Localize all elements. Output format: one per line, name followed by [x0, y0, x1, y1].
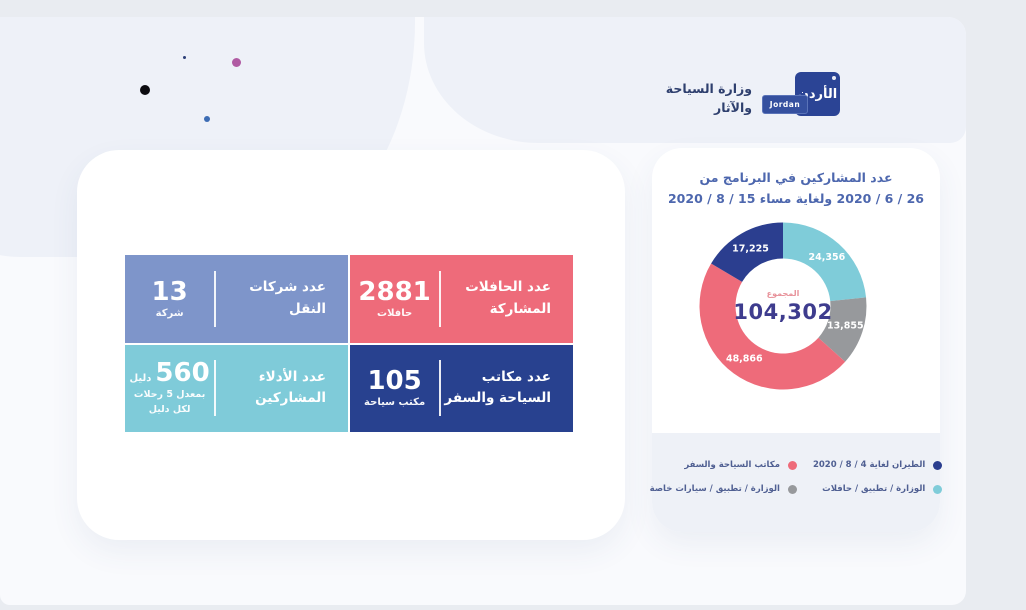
- stat-label: عدد الأدلاء المشاركين: [216, 345, 348, 433]
- donut-slice-label: 48,866: [726, 353, 763, 364]
- decorative-dot-black: [140, 85, 150, 95]
- chart-legend: الطيران لغاية 4 / 8 / 2020 الوزارة / تطب…: [650, 433, 943, 532]
- stat-value-block: 560 دليل بمعدل 5 رحلات لكل دليل: [125, 345, 214, 433]
- legend-dot: [933, 460, 943, 470]
- stat-label-line1: عدد مكاتب: [481, 368, 551, 385]
- legend-label: مكاتب السياحة والسفر: [684, 460, 780, 470]
- stat-number: 105: [367, 366, 422, 397]
- stat-value-block: 13 شركة: [125, 255, 214, 343]
- stat-card-transport-companies: 13 شركة عدد شركات النقل: [125, 255, 348, 343]
- chart-title-line1: عدد المشاركين في البرنامج من: [699, 170, 893, 185]
- legend-item-ministry-app-buses: الوزارة / تطبيق / حافلات: [813, 484, 943, 494]
- donut-chart-area: 24,356 13,855 48,866 17,225 المجموع 104,302: [668, 191, 898, 421]
- stat-unit: شركة: [155, 307, 184, 319]
- legend-item-travel-offices: مكاتب السياحة والسفر: [650, 460, 797, 470]
- stats-panel: 13 شركة عدد شركات النقل 2881 حافلات عدد …: [77, 150, 625, 540]
- legend-dot: [787, 460, 797, 470]
- stat-label-line1: عدد شركات: [249, 279, 326, 296]
- header-band: [424, 17, 966, 143]
- donut-slice: [711, 222, 783, 282]
- stat-label-line2: النقل: [289, 300, 326, 317]
- donut-slice: [818, 297, 867, 362]
- stat-unit: مكتب سياحة: [364, 397, 426, 409]
- stat-number: 560: [155, 357, 210, 388]
- stat-number-with-unit: 560 دليل: [129, 357, 210, 388]
- legend-item-ministry-app-private-cars: الوزارة / تطبيق / سيارات خاصة: [650, 484, 797, 494]
- stat-divider: [214, 270, 217, 327]
- decorative-dot-purple: [232, 58, 241, 67]
- stat-number: 13: [151, 276, 188, 307]
- page-background: وزارة السياحة والآثار الأردن Jordan 13 ش…: [0, 17, 966, 605]
- stat-card-travel-offices: 105 مكتب سياحة عدد مكاتب السياحة والسفر: [350, 344, 573, 433]
- stats-grid: 13 شركة عدد شركات النقل 2881 حافلات عدد …: [125, 255, 573, 432]
- stat-label-line2: السياحة والسفر: [444, 390, 551, 407]
- chart-title: عدد المشاركين في البرنامج من 26 / 6 / 20…: [652, 167, 940, 210]
- stat-divider: [439, 270, 442, 327]
- legend-dot: [787, 484, 797, 494]
- logo-registered-dot: [832, 76, 836, 80]
- stat-note-line2: لكل دليل: [148, 403, 191, 415]
- stat-unit: حافلات: [377, 307, 413, 319]
- stat-label-line2: المشاركة: [489, 300, 551, 317]
- stat-divider: [214, 360, 217, 417]
- stat-label-line1: عدد الحافلات: [465, 279, 551, 296]
- stat-label: عدد شركات النقل: [216, 255, 348, 343]
- ministry-name: وزارة السياحة والآثار: [612, 80, 752, 118]
- legend-item-aviation: الطيران لغاية 4 / 8 / 2020: [812, 460, 943, 470]
- donut-slice-label: 24,356: [809, 252, 846, 263]
- legend-dot: [933, 484, 943, 494]
- decorative-dot-blue: [204, 116, 210, 122]
- chart-title-line2: 26 / 6 / 2020 ولغاية مساء 15 / 8 / 2020: [667, 191, 925, 207]
- donut-slice-label: 13,855: [827, 321, 864, 332]
- stat-value-block: 2881 حافلات: [350, 255, 439, 343]
- donut-chart: 24,356 13,855 48,866 17,225: [699, 222, 867, 390]
- chart-panel: عدد المشاركين في البرنامج من 26 / 6 / 20…: [650, 148, 943, 532]
- donut-slice: [783, 222, 867, 302]
- ministry-name-line1: وزارة السياحة: [665, 81, 752, 96]
- stat-divider: [439, 360, 442, 417]
- legend-label: الوزارة / تطبيق / حافلات: [822, 484, 926, 494]
- stat-label-line1: عدد الأدلاء: [258, 368, 326, 385]
- stat-number: 2881: [358, 276, 431, 307]
- legend-column-right: الطيران لغاية 4 / 8 / 2020 الوزارة / تطب…: [812, 460, 943, 532]
- stat-card-participating-buses: 2881 حافلات عدد الحافلات المشاركة: [350, 255, 573, 343]
- jordan-logo: الأردن Jordan: [760, 72, 840, 120]
- legend-label: الطيران لغاية 4 / 8 / 2020: [812, 460, 926, 470]
- stat-value-block: 105 مكتب سياحة: [350, 345, 439, 433]
- ministry-name-line2: والآثار: [714, 99, 752, 115]
- stat-label-line2: المشاركين: [255, 390, 326, 407]
- logo-jordan-tag: Jordan: [762, 95, 808, 114]
- legend-column-left: مكاتب السياحة والسفر الوزارة / تطبيق / س…: [650, 460, 797, 532]
- stat-label: عدد مكاتب السياحة والسفر: [441, 345, 573, 433]
- stat-note-line1: بمعدل 5 رحلات: [133, 389, 206, 401]
- stat-card-participating-guides: 560 دليل بمعدل 5 رحلات لكل دليل عدد الأد…: [125, 344, 348, 433]
- brand-header: وزارة السياحة والآثار الأردن Jordan: [662, 72, 902, 120]
- stat-label: عدد الحافلات المشاركة: [441, 255, 573, 343]
- donut-slice: [699, 263, 846, 390]
- legend-label: الوزارة / تطبيق / سيارات خاصة: [649, 484, 780, 494]
- decorative-dot-navy: [183, 56, 186, 59]
- stat-unit: دليل: [129, 372, 152, 384]
- donut-slice-label: 17,225: [732, 244, 769, 255]
